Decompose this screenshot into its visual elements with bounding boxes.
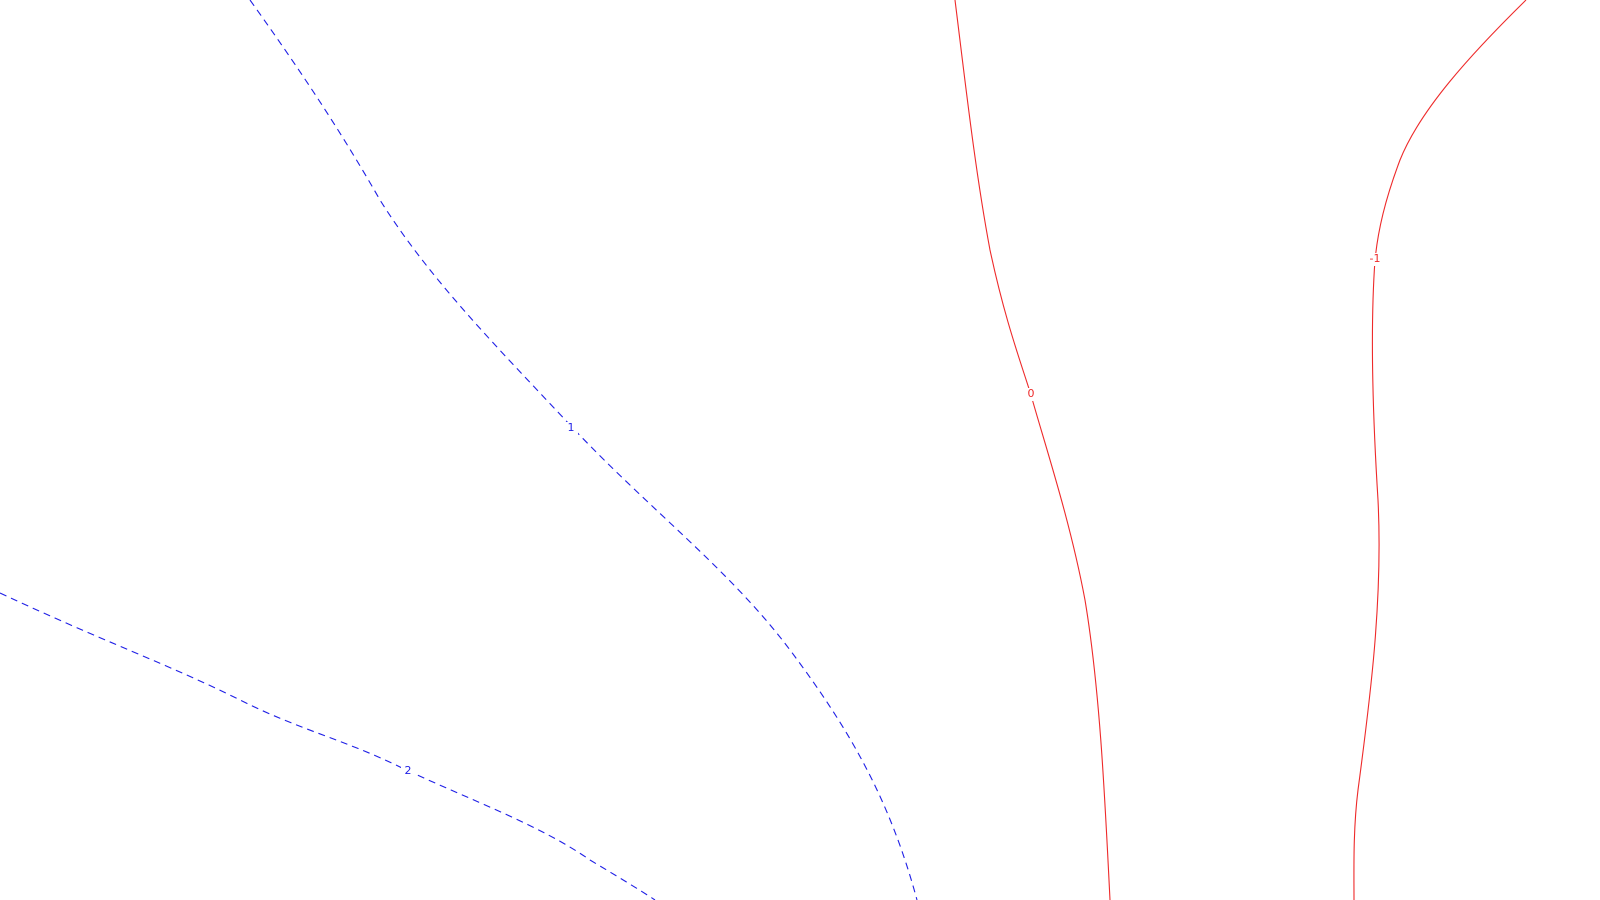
contour-label-neg1: -1 bbox=[1370, 252, 1381, 265]
contour-line-1 bbox=[249, 0, 918, 900]
contour-line-neg1 bbox=[1353, 0, 1527, 900]
contour-label-2: 2 bbox=[405, 764, 412, 777]
contour-label-bg-2 bbox=[401, 765, 415, 778]
contour-label-bg-neg1 bbox=[1365, 253, 1385, 266]
contour-line-2 bbox=[0, 592, 656, 900]
contour-label-0: 0 bbox=[1028, 387, 1035, 400]
contour-label-1: 1 bbox=[568, 421, 575, 434]
contour-line-0 bbox=[954, 0, 1111, 900]
contour-label-bg-1 bbox=[564, 422, 578, 435]
contour-label-bg-0 bbox=[1024, 388, 1038, 401]
